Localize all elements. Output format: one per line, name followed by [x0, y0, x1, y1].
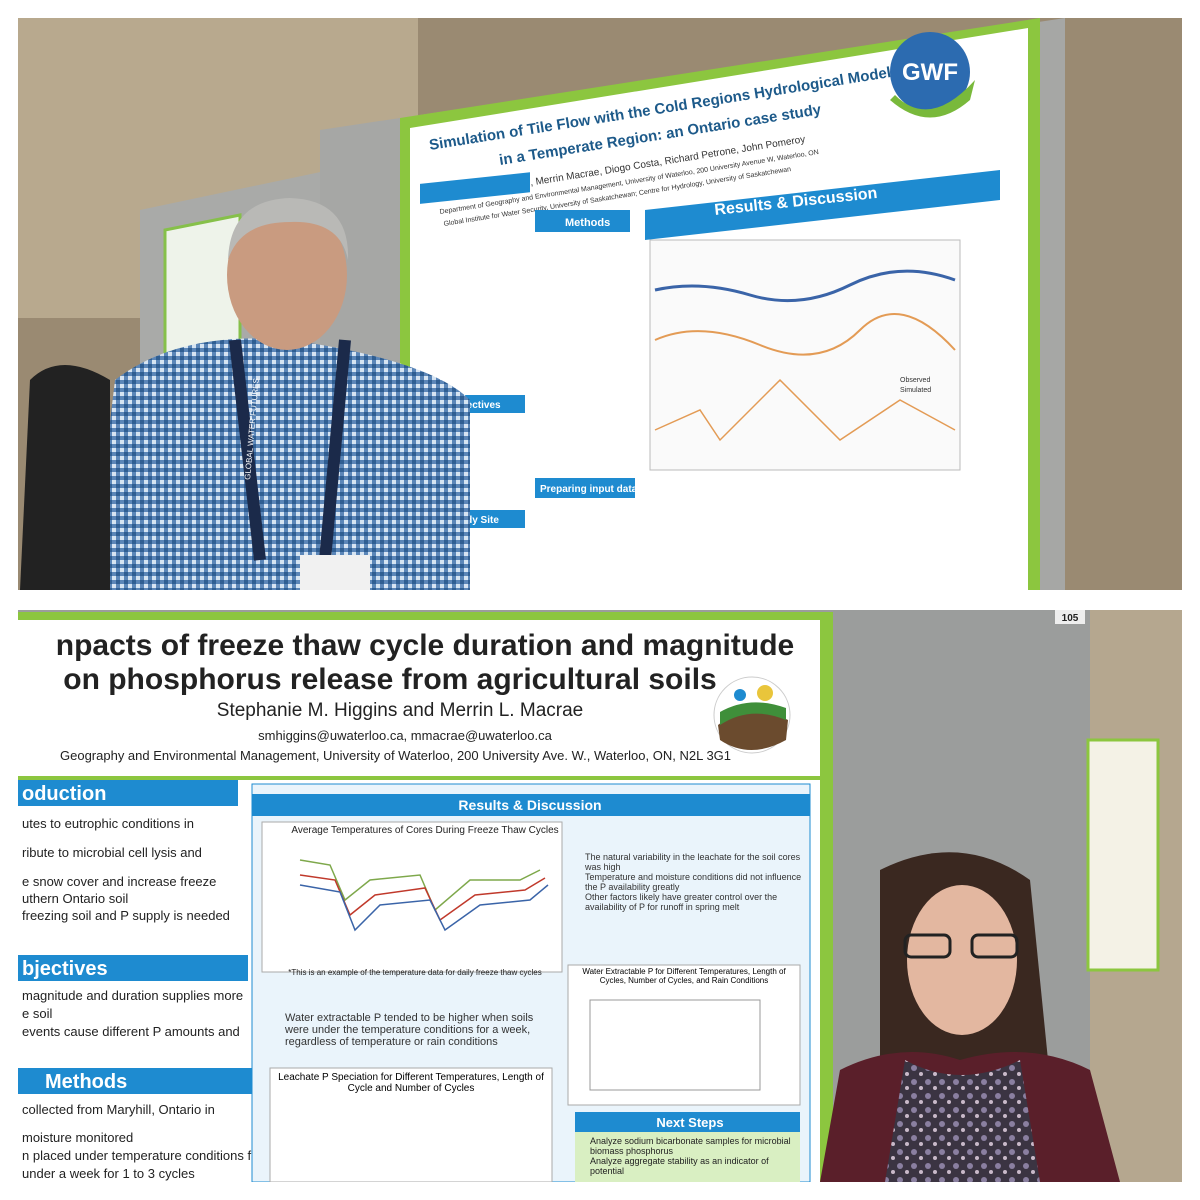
body-text: moisture monitored — [22, 1130, 133, 1145]
bullet-list: The natural variability in the leachate … — [585, 852, 805, 912]
logo — [890, 32, 970, 112]
section-bar — [575, 1112, 800, 1132]
section-heading: oduction — [22, 783, 106, 805]
section-bar — [535, 478, 635, 498]
glasses — [970, 933, 1019, 959]
section-heading: Study Site — [450, 515, 499, 526]
person-top — [885, 1060, 1040, 1182]
poster-emails: smhiggins@uwaterloo.ca, mmacrae@uwaterlo… — [258, 728, 553, 743]
figure-line — [299, 884, 549, 932]
bullet: Temperature and moisture conditions did … — [585, 872, 802, 892]
finding: Water extractable P tended to be higher … — [285, 1012, 534, 1048]
poster-title: on phosphorus release from agricultural … — [63, 663, 716, 696]
figure-title: Average Temperatures of Cores During Fre… — [291, 825, 558, 836]
next-steps-box — [575, 1132, 800, 1182]
section-heading: Methods — [45, 1071, 127, 1093]
figure — [567, 964, 801, 1106]
bullet: Other factors likely have greater contro… — [585, 892, 778, 912]
poster-affiliation: Geography and Environmental Management, … — [60, 748, 731, 763]
figure-title-text: Water Extractable P for Different Temper… — [582, 967, 786, 985]
logo-field — [720, 702, 786, 725]
body-text: ribute to microbial cell lysis and — [22, 845, 202, 860]
logo-swoosh — [890, 80, 975, 118]
finding-text: Water extractable P tended to be higher … — [285, 1012, 534, 1048]
section-heading: Methods — [565, 217, 610, 229]
poster-far — [1086, 738, 1160, 972]
body-text: freezing soil and P supply is needed — [22, 908, 230, 923]
legend-label: Observed — [900, 377, 930, 384]
logo-drop — [734, 689, 746, 701]
body-text: collected from Maryhill, Ontario in — [22, 1102, 215, 1117]
next-step: Analyze sodium bicarbonate samples for m… — [590, 1136, 791, 1156]
legend-label: Simulated — [900, 387, 931, 394]
figure-line — [299, 859, 541, 912]
poster-title: npacts of freeze thaw cycle duration and… — [56, 629, 794, 662]
top-photo: Simulation of Tile Flow with the Cold Re… — [18, 18, 1182, 590]
figure-line — [654, 313, 956, 356]
figure-title: Water Extractable P for Different Temper… — [582, 967, 786, 985]
logo-text: GWF — [902, 59, 958, 86]
person-shirt — [90, 338, 470, 590]
body-text: e soil — [22, 1006, 52, 1021]
logo-sun — [757, 685, 773, 701]
figure-line — [654, 269, 956, 303]
body-text: under a week for 1 to 3 cycles — [22, 1166, 195, 1181]
section-heading: Objectives — [450, 400, 501, 411]
logo-soil — [718, 711, 788, 750]
background-person — [20, 365, 110, 590]
next-steps: Analyze sodium bicarbonate samples for m… — [590, 1136, 800, 1176]
person-face — [227, 200, 347, 350]
bullets: The natural variability in the leachate … — [585, 852, 805, 912]
section-bar — [535, 210, 630, 232]
figure — [269, 1067, 553, 1182]
section-heading: Preparing input data — [540, 484, 638, 495]
figure-title: Leachate P Speciation for Different Temp… — [278, 1072, 544, 1094]
board-number-card — [1055, 610, 1085, 624]
next-step: Analyze aggregate stability as an indica… — [590, 1156, 769, 1176]
body-text: magnitude and duration supplies more — [22, 988, 243, 1003]
badge — [300, 555, 370, 590]
person-hair — [228, 198, 349, 260]
body-text: e snow cover and increase freeze — [22, 874, 216, 889]
section-bar — [420, 172, 530, 204]
figure-axes — [589, 999, 761, 1091]
bullet: The natural variability in the leachate … — [585, 852, 801, 872]
glasses — [903, 933, 952, 959]
section-bar — [18, 955, 248, 981]
section-heading: Next Steps — [656, 1115, 723, 1130]
body-text: events cause different P amounts and — [22, 1024, 240, 1039]
figure-line — [654, 378, 956, 442]
figure-note: *This is an example of the temperature d… — [288, 968, 541, 977]
body-text: uthern Ontario soil — [22, 891, 128, 906]
section-bar — [645, 170, 1000, 240]
body-text: utes to eutrophic conditions in — [22, 816, 194, 831]
figure — [261, 821, 563, 973]
next-steps-list: Analyze sodium bicarbonate samples for m… — [590, 1136, 800, 1176]
divider — [18, 776, 820, 780]
section-bar — [252, 794, 810, 816]
person-face — [907, 885, 1017, 1035]
section-heading: Introduction — [445, 235, 503, 246]
poster-authors: Stephanie M. Higgins and Merrin L. Macra… — [217, 700, 583, 721]
bottom-photo: 105 npacts of freeze thaw cycle duration… — [18, 610, 1182, 1182]
section-heading: bjectives — [22, 958, 108, 980]
board-number: 105 — [1062, 613, 1079, 624]
section-heading: Results & Discussion — [458, 797, 601, 813]
figure-title-text: Leachate P Speciation for Different Temp… — [278, 1072, 544, 1094]
section-bar — [18, 1068, 253, 1094]
lanyard — [229, 339, 351, 561]
body-text: n placed under temperature conditions fo… — [22, 1148, 263, 1163]
section-bar — [18, 780, 238, 806]
